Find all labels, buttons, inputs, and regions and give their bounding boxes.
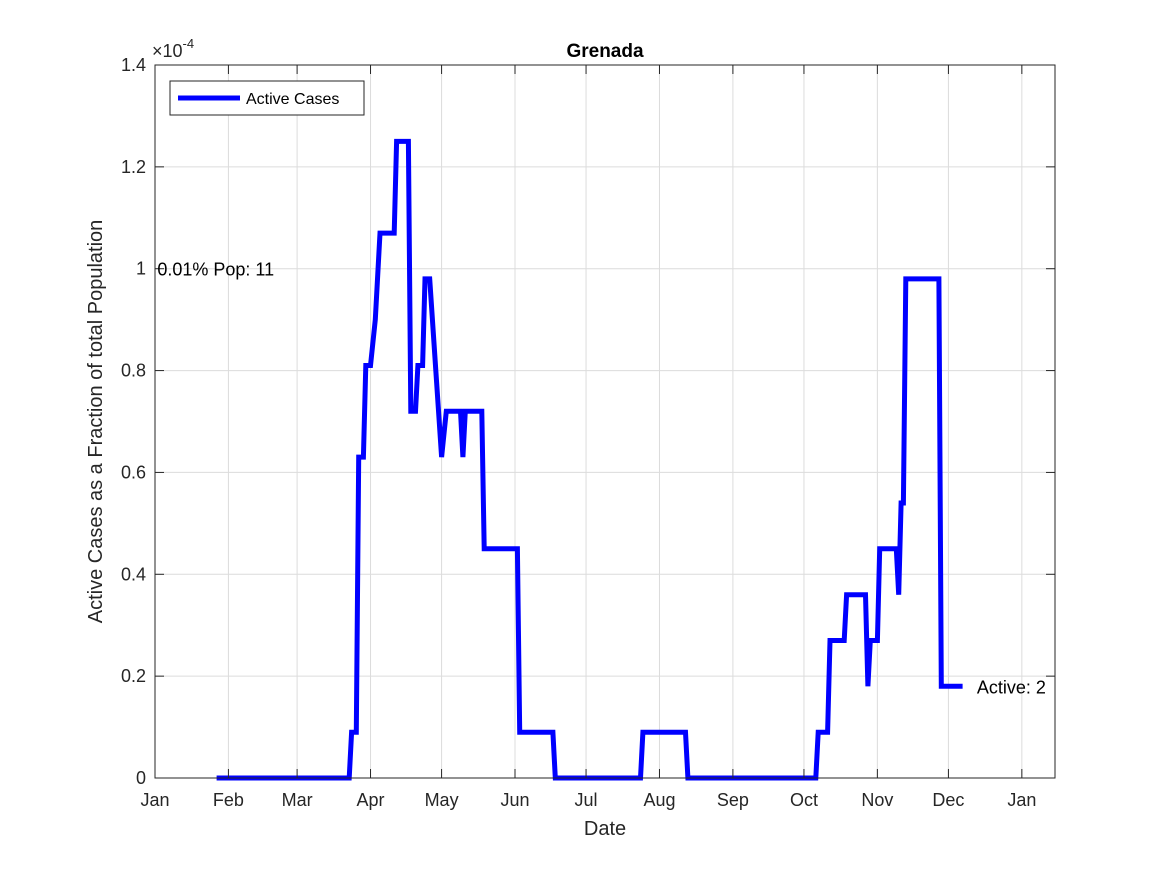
x-tick-label: Sep: [717, 790, 749, 810]
tick-labels: Jan Feb Mar Apr May Jun Jul Aug Sep Oct Nov Dec Jan0…: [121, 55, 1036, 810]
chart-title: Grenada: [566, 41, 644, 62]
y-tick-label: 1.4: [121, 55, 146, 75]
y-tick-label: 0: [136, 768, 146, 788]
x-tick-label: Nov: [861, 790, 893, 810]
annotations: 0.01% Pop: 11 Active: 2: [157, 260, 1046, 698]
ticks: [154, 64, 1055, 779]
x-tick-label: Oct: [790, 790, 818, 810]
annotation-population-reference: 0.01% Pop: 11: [157, 260, 274, 280]
y-tick-label: 1.2: [121, 157, 146, 177]
y-axis-exponent: ×10-4: [152, 36, 194, 61]
annotation-active-count: Active: 2: [977, 677, 1046, 697]
x-tick-label: Jul: [575, 790, 598, 810]
x-axis-label: Date: [584, 818, 626, 840]
x-tick-label: Dec: [932, 790, 964, 810]
x-tick-label: Jan: [140, 790, 169, 810]
x-tick-label: Feb: [213, 790, 244, 810]
x-tick-label: Jun: [500, 790, 529, 810]
x-tick-label: Mar: [282, 790, 313, 810]
y-tick-label: 0.6: [121, 462, 146, 482]
x-tick-label: Jan: [1007, 790, 1036, 810]
y-tick-label: 0.8: [121, 361, 146, 381]
legend-entry-active-cases: Active Cases: [246, 91, 339, 108]
legend: Active Cases: [169, 80, 365, 116]
plot-frame: [154, 64, 1056, 779]
y-exponent-power: -4: [183, 36, 195, 51]
y-tick-label: 0.2: [121, 666, 146, 686]
x-tick-label: Aug: [643, 790, 675, 810]
series-line-active-cases: [216, 138, 963, 781]
y-exponent-base: ×10: [152, 41, 183, 61]
y-tick-label: 0.4: [121, 564, 146, 584]
series-layer: [216, 138, 963, 781]
y-tick-label: 1: [136, 259, 146, 279]
x-tick-label: May: [425, 790, 459, 810]
x-tick-label: Apr: [357, 790, 385, 810]
y-axis-label: Active Cases as a Fraction of total Popu…: [85, 220, 107, 624]
